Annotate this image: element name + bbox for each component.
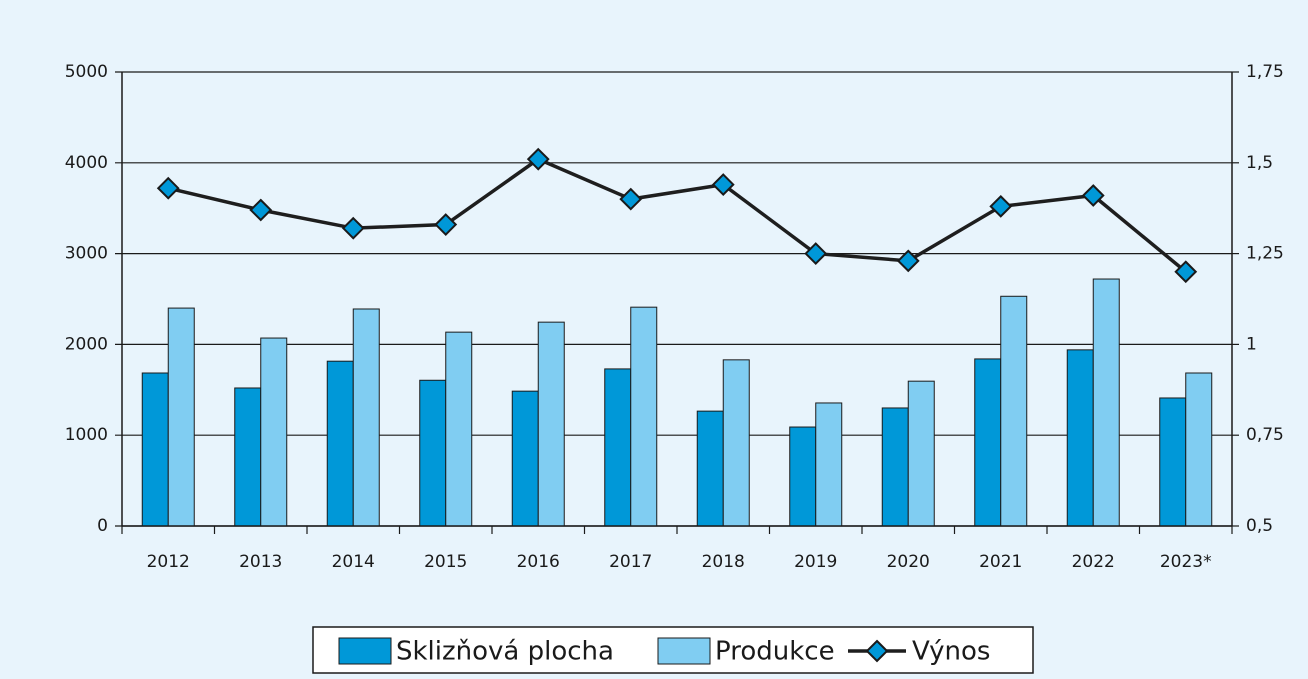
x-tick-label: 2012 [147,552,190,572]
legend-swatch [657,637,711,665]
marker [1174,260,1198,284]
legend-marker [865,639,889,663]
legend-label: Výnos [912,637,990,667]
x-tick-label: 2018 [702,552,745,572]
bar [234,387,262,527]
bar [352,308,380,527]
x-tick-label: 2017 [609,552,652,572]
y2-tick-label: 0,75 [1246,425,1284,445]
bar [974,358,1002,527]
bar [141,372,169,527]
marker [1081,184,1105,207]
bar [1185,372,1213,527]
y2-tick-label: 1,25 [1246,244,1284,264]
legend-label: Produkce [715,637,835,667]
x-tick-label: 2016 [517,552,560,572]
bar [445,331,473,527]
legend-swatch [338,637,392,665]
y-tick-label: 0 [97,516,108,536]
bar [167,307,195,527]
line [167,157,1187,274]
bar [815,402,843,527]
y2-tick-label: 1,5 [1246,153,1273,173]
x-tick-label: 2022 [1072,552,1115,572]
x-tick-label: 2023* [1160,552,1212,572]
x-tick-label: 2021 [979,552,1022,572]
marker [989,194,1013,218]
y2-tick-label: 1,75 [1246,62,1284,82]
marker [619,187,643,211]
marker [711,173,735,197]
marker [341,216,365,240]
x-tick-label: 2019 [794,552,837,572]
bar [419,379,447,527]
bar [696,410,724,527]
y-tick-label: 1000 [65,425,108,445]
marker [434,213,458,236]
y-tick-label: 5000 [65,62,108,82]
bar [604,368,632,527]
bar [1092,278,1120,527]
marker [896,249,920,273]
marker [526,147,550,171]
bar [722,359,750,527]
y2-tick-label: 1 [1246,334,1257,354]
bar [326,360,354,527]
bar [537,321,565,527]
marker [156,176,180,200]
marker [804,242,828,266]
bar [630,306,658,527]
bar [511,390,539,527]
bar [1159,397,1187,527]
bar [907,380,935,527]
x-tick-label: 2014 [332,552,375,572]
marker [249,198,273,222]
y-tick-label: 2000 [65,334,108,354]
bar [260,337,288,527]
bar [1000,295,1028,527]
x-tick-label: 2015 [424,552,467,572]
legend-label: Sklizňová plocha [396,637,614,667]
y-tick-label: 4000 [65,153,108,173]
bar [881,407,909,527]
y2-tick-label: 0,5 [1246,516,1273,536]
bar [789,426,817,527]
bar [1066,349,1094,527]
x-tick-label: 2013 [239,552,282,572]
x-tick-label: 2020 [887,552,930,572]
y-tick-label: 3000 [65,244,108,264]
